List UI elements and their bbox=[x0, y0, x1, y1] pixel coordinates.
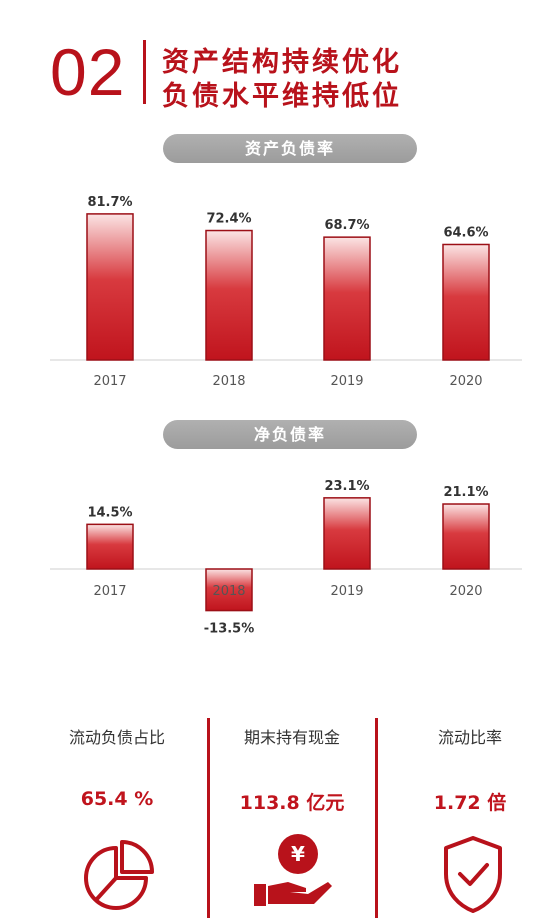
stats-divider-1 bbox=[207, 718, 210, 918]
category-label-2020: 2020 bbox=[449, 584, 482, 599]
value-label-2017: 14.5% bbox=[87, 505, 132, 520]
header-title-line1: 资产结构持续优化 bbox=[162, 47, 402, 78]
category-label-2017: 2017 bbox=[93, 584, 126, 599]
stat-label-cash: 期末持有现金 bbox=[243, 728, 340, 747]
key-stats: 流动负债占比 期末持有现金 流动比率 65.4 % 113.8 亿元 1.72 … bbox=[0, 700, 554, 918]
asset-liability-ratio-chart: 81.7% 2017 72.4% 2018 68.7% 2019 64.6% 2020 bbox=[0, 170, 554, 400]
bar-2017 bbox=[86, 523, 134, 570]
shield-check-icon bbox=[444, 836, 502, 913]
cash-in-hand-icon: ¥ bbox=[254, 834, 332, 906]
stat-label-current-liabilities: 流动负债占比 bbox=[68, 728, 165, 747]
bar-2018 bbox=[205, 568, 253, 612]
header-divider bbox=[143, 40, 146, 104]
chart1-title: 资产负债率 bbox=[163, 134, 417, 163]
net-debt-ratio-chart: 14.5% 2017 -13.5% 2018 23.1% 2019 21.1% 2020 bbox=[0, 455, 554, 655]
value-label-2020: 64.6% bbox=[443, 225, 488, 240]
bar-2019 bbox=[323, 236, 371, 361]
stat-label-current-ratio: 流动比率 bbox=[437, 728, 502, 747]
bar-2018 bbox=[205, 229, 253, 361]
category-label-2018: 2018 bbox=[212, 374, 245, 389]
stat-value-current-liabilities: 65.4 % bbox=[80, 788, 154, 810]
chart2-svg: 14.5% 2017 -13.5% 2018 23.1% 2019 21.1% 2020 bbox=[50, 479, 522, 637]
category-label-2017: 2017 bbox=[93, 374, 126, 389]
bar-2020 bbox=[442, 503, 490, 570]
value-label-2018: -13.5% bbox=[204, 622, 255, 637]
stat-value-current-ratio: 1.72 倍 bbox=[433, 792, 507, 814]
bar-2020 bbox=[442, 243, 490, 361]
stats-divider-2 bbox=[375, 718, 378, 918]
value-label-2019: 68.7% bbox=[324, 218, 369, 233]
category-label-2019: 2019 bbox=[330, 374, 363, 389]
category-label-2020: 2020 bbox=[449, 374, 482, 389]
value-label-2020: 21.1% bbox=[443, 485, 488, 500]
stat-value-cash: 113.8 亿元 bbox=[239, 792, 345, 814]
value-label-2019: 23.1% bbox=[324, 479, 369, 494]
svg-text:¥: ¥ bbox=[291, 842, 305, 866]
chart1-svg: 81.7% 2017 72.4% 2018 68.7% 2019 64.6% 2020 bbox=[50, 195, 522, 389]
category-label-2019: 2019 bbox=[330, 584, 363, 599]
value-label-2017: 81.7% bbox=[87, 195, 132, 210]
chart2-title: 净负债率 bbox=[163, 420, 417, 449]
category-label-2018: 2018 bbox=[212, 584, 245, 599]
header-title-line2: 负债水平维持低位 bbox=[162, 81, 402, 112]
bar-2017 bbox=[86, 213, 134, 361]
page-header: 02 资产结构持续优化 负债水平维持低位 bbox=[50, 35, 530, 112]
bar-2019 bbox=[323, 497, 371, 570]
section-number: 02 bbox=[50, 35, 126, 109]
value-label-2018: 72.4% bbox=[206, 212, 251, 227]
pie-chart-icon bbox=[84, 840, 154, 910]
